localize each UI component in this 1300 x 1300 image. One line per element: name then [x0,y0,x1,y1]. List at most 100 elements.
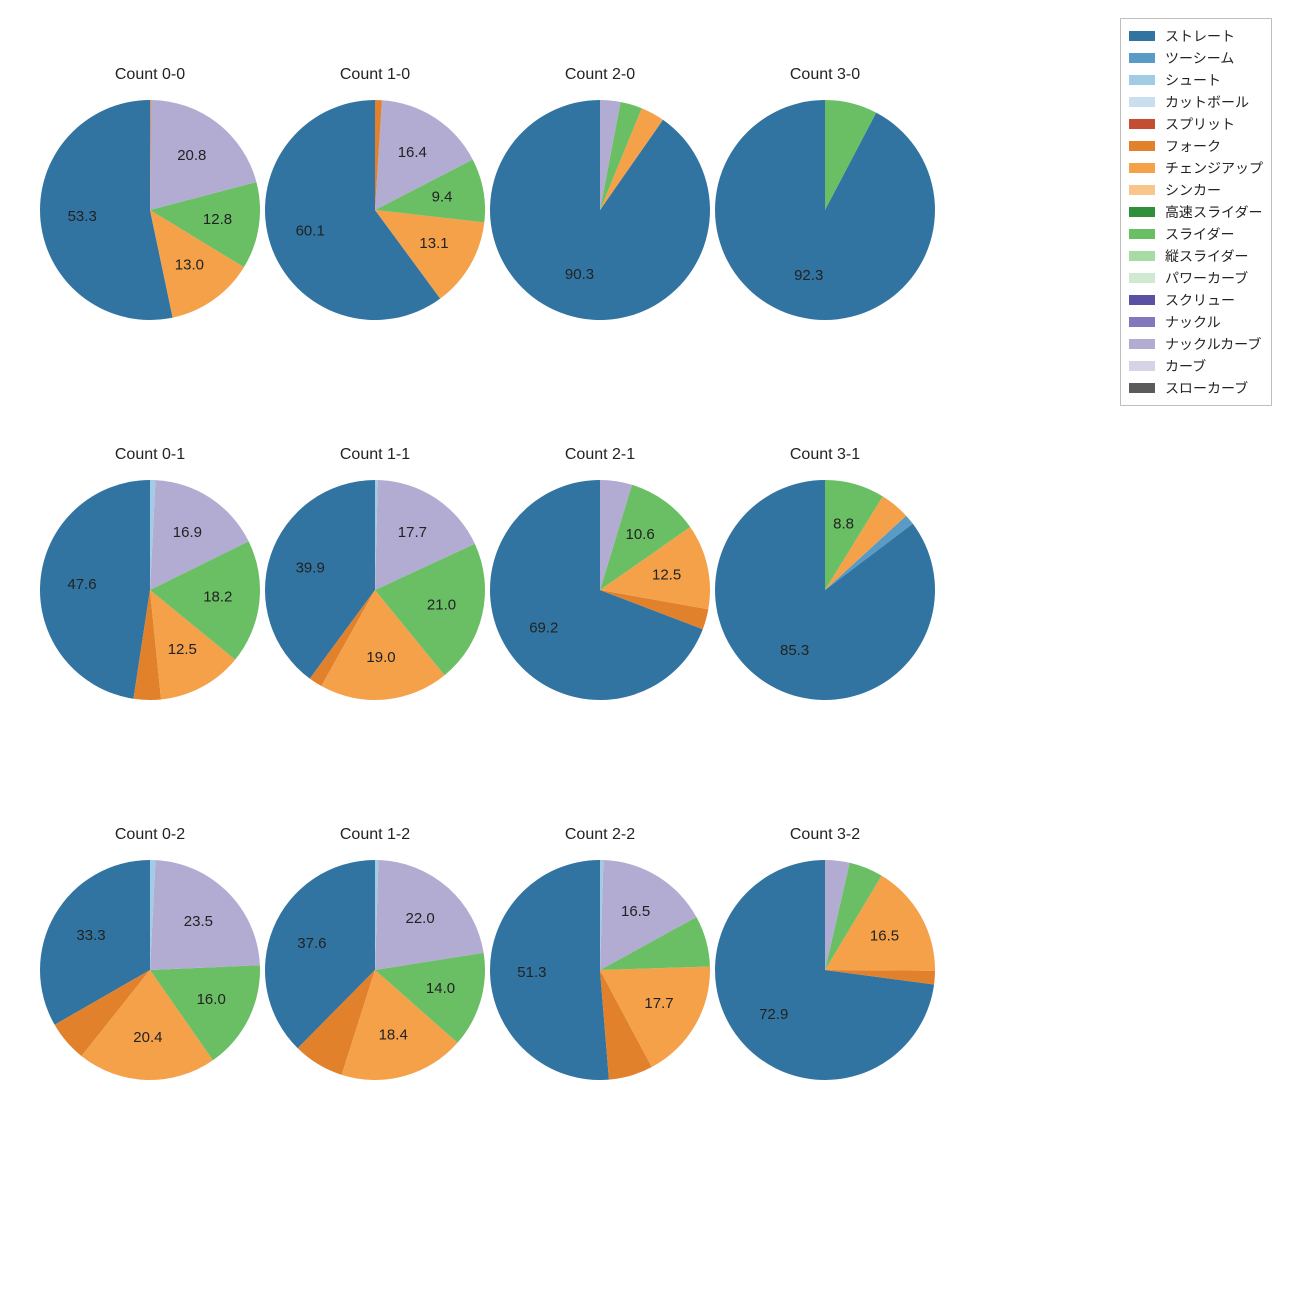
slice-label: 18.4 [379,1027,408,1044]
slice-label: 18.2 [203,589,232,606]
slice-label: 10.6 [625,526,654,543]
subplot-title: Count 3-1 [715,446,935,464]
legend-item: フォーク [1129,135,1263,157]
legend-swatch [1129,53,1155,63]
legend-item: カーブ [1129,355,1263,377]
slice-label: 12.5 [168,641,197,658]
slice-label: 16.9 [173,524,202,541]
legend-swatch [1129,207,1155,217]
pie-chart: 69.2 12.5 10.6 [490,480,710,700]
slice-label: 12.5 [652,566,681,583]
slice-label: 8.8 [833,515,854,532]
legend-item: 高速スライダー [1129,201,1263,223]
legend-item: ツーシーム [1129,47,1263,69]
subplot-title: Count 2-0 [490,66,710,84]
subplot: Count 1-237.618.414.022.0 [265,860,485,1080]
legend-swatch [1129,141,1155,151]
slice-label: 19.0 [366,649,395,666]
subplot: Count 1-060.113.19.416.4 [265,100,485,320]
pie-chart: 60.113.19.416.4 [265,100,485,320]
slice-label: 16.0 [197,991,226,1008]
slice-label: 33.3 [76,927,105,944]
subplot: Count 0-147.612.518.216.9 [40,480,260,700]
subplot: Count 2-090.3 [490,100,710,320]
subplot-title: Count 0-0 [40,66,260,84]
legend-swatch [1129,251,1155,261]
slice-label: 17.7 [398,524,427,541]
pie-chart: 37.6 18.4 14.0 22.0 [265,860,485,1080]
legend-item: シュート [1129,69,1263,91]
legend-label: カーブ [1165,356,1206,376]
legend-label: 縦スライダー [1165,246,1248,266]
legend-item: スプリット [1129,113,1263,135]
slice-label: 17.7 [644,995,673,1012]
legend-item: チェンジアップ [1129,157,1263,179]
legend: ストレートツーシームシュートカットボールスプリットフォークチェンジアップシンカー… [1120,18,1272,406]
pie-chart: 47.6 12.5 18.2 16.9 [40,480,260,700]
subplot-title: Count 0-1 [40,446,260,464]
slice-label: 12.8 [203,211,232,228]
slice-label: 13.1 [419,235,448,252]
legend-label: 高速スライダー [1165,202,1262,222]
pie-chart: 85.38.8 [715,480,935,700]
slice-label: 22.0 [405,910,434,927]
slice-label: 9.4 [432,189,453,206]
legend-label: スライダー [1165,224,1234,244]
subplot: Count 3-092.3 [715,100,935,320]
subplot-title: Count 1-0 [265,66,485,84]
legend-swatch [1129,383,1155,393]
subplot: Count 0-233.320.416.023.5 [40,860,260,1080]
legend-swatch [1129,295,1155,305]
legend-swatch [1129,185,1155,195]
pie-chart: 33.3 20.4 16.0 23.5 [40,860,260,1080]
subplot-title: Count 0-2 [40,826,260,844]
legend-item: スクリュー [1129,289,1263,311]
legend-item: ストレート [1129,25,1263,47]
slice-label: 23.5 [184,913,213,930]
pie-chart: 90.3 [490,100,710,320]
subplot: Count 2-169.212.510.6 [490,480,710,700]
subplot: Count 0-053.313.012.820.8 [40,100,260,320]
slice-label: 39.9 [296,560,325,577]
subplot-title: Count 3-2 [715,826,935,844]
subplot-title: Count 1-2 [265,826,485,844]
subplot: Count 3-272.916.5 [715,860,935,1080]
legend-item: カットボール [1129,91,1263,113]
legend-item: 縦スライダー [1129,245,1263,267]
legend-swatch [1129,75,1155,85]
subplot-title: Count 2-2 [490,826,710,844]
legend-swatch [1129,163,1155,173]
slice-label: 14.0 [426,980,455,997]
legend-swatch [1129,97,1155,107]
legend-swatch [1129,317,1155,327]
slice-label: 37.6 [297,935,326,952]
subplot-title: Count 1-1 [265,446,485,464]
pie-chart: 53.313.012.820.8 [40,100,260,320]
legend-item: パワーカーブ [1129,267,1263,289]
legend-label: パワーカーブ [1165,268,1248,288]
pie-chart: 92.3 [715,100,935,320]
slice-label: 72.9 [759,1006,788,1023]
slice-label: 13.0 [175,257,204,274]
slice-label: 20.8 [177,147,206,164]
legend-label: シンカー [1165,180,1221,200]
legend-label: スクリュー [1165,290,1235,310]
legend-label: ナックルカーブ [1165,334,1261,354]
slice-label: 69.2 [529,620,558,637]
legend-label: ナックル [1165,312,1221,332]
legend-label: スローカーブ [1165,378,1248,398]
legend-swatch [1129,31,1155,41]
slice-label: 60.1 [296,222,325,239]
chart-canvas: ストレートツーシームシュートカットボールスプリットフォークチェンジアップシンカー… [0,0,1300,1300]
legend-label: カットボール [1165,92,1249,112]
legend-label: ストレート [1165,26,1235,46]
legend-label: フォーク [1165,136,1221,156]
slice-label: 47.6 [67,576,96,593]
legend-label: スプリット [1165,114,1235,134]
slice-label: 20.4 [133,1029,162,1046]
pie-chart: 51.317.716.5 [490,860,710,1080]
legend-item: スローカーブ [1129,377,1263,399]
slice-label: 16.5 [621,903,650,920]
subplot: Count 1-139.919.021.017.7 [265,480,485,700]
subplot: Count 3-185.38.8 [715,480,935,700]
